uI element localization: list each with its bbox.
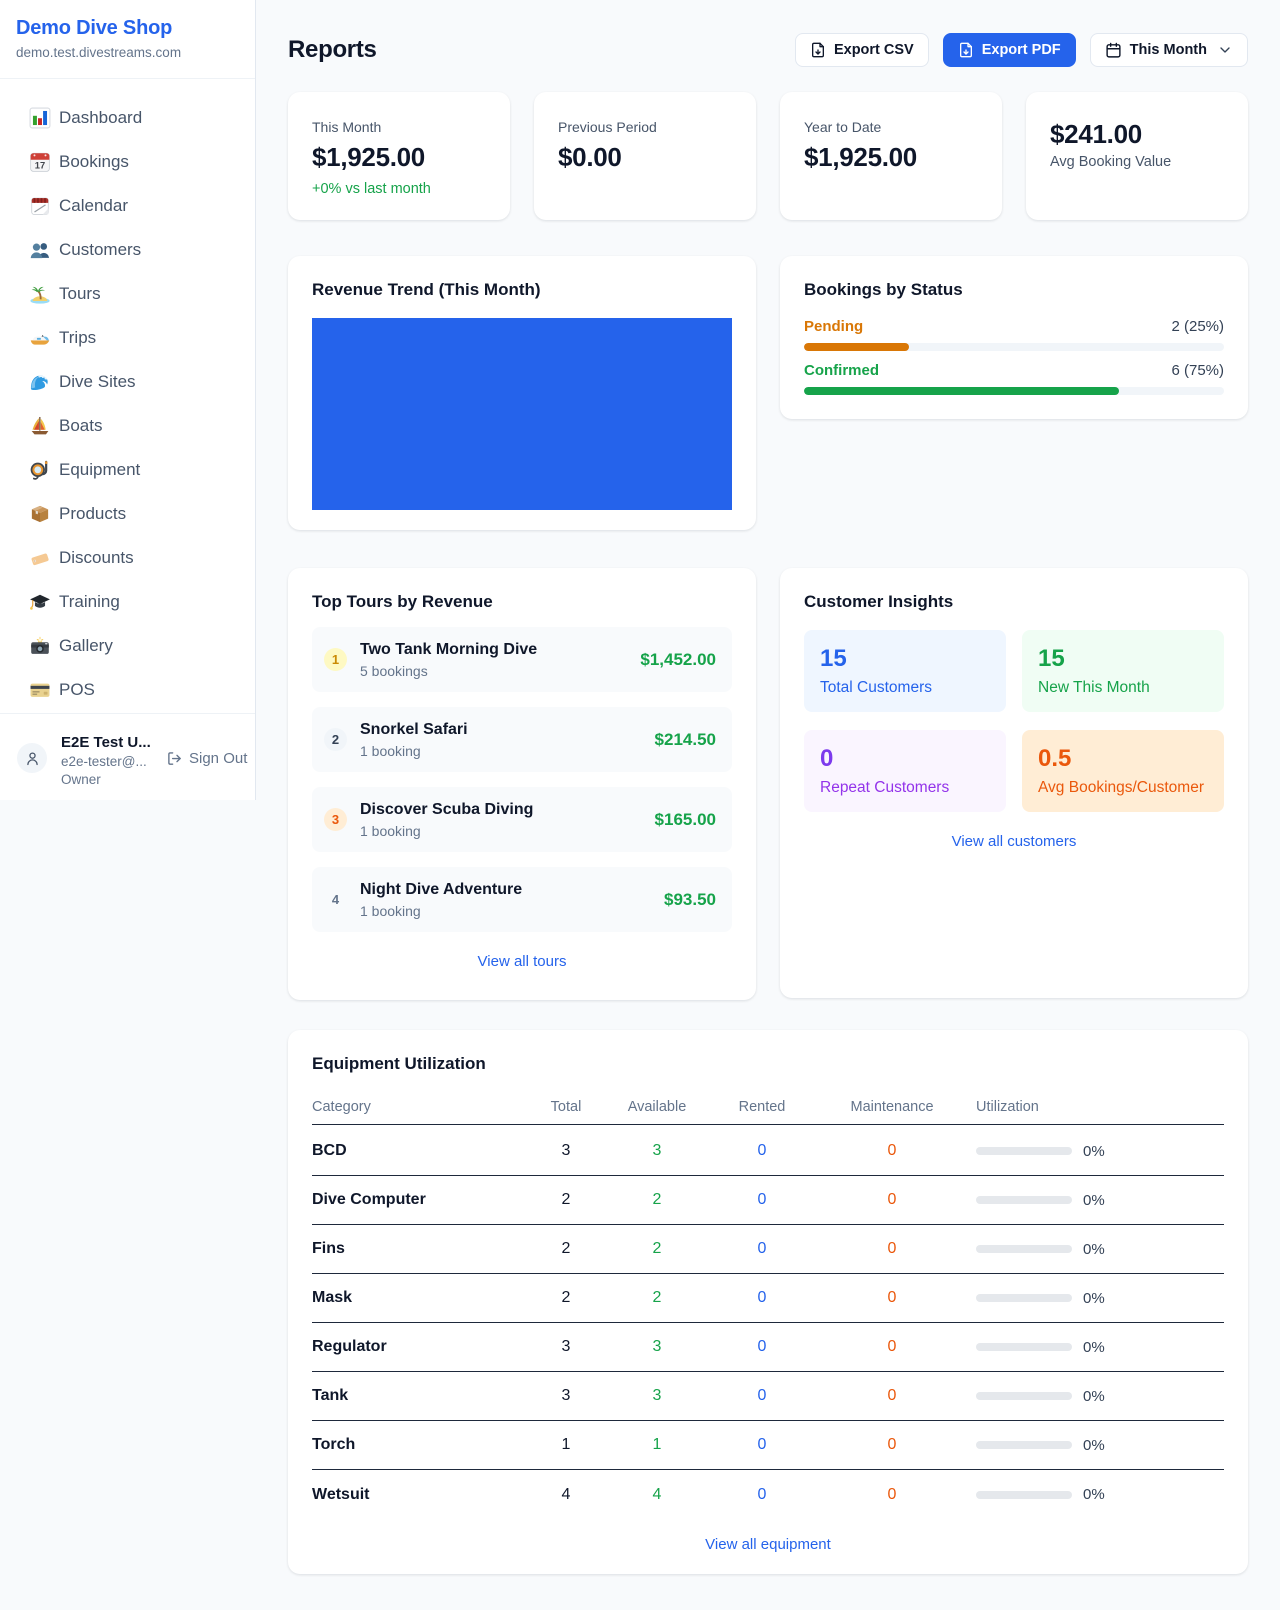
svg-text:17: 17 xyxy=(35,161,45,171)
